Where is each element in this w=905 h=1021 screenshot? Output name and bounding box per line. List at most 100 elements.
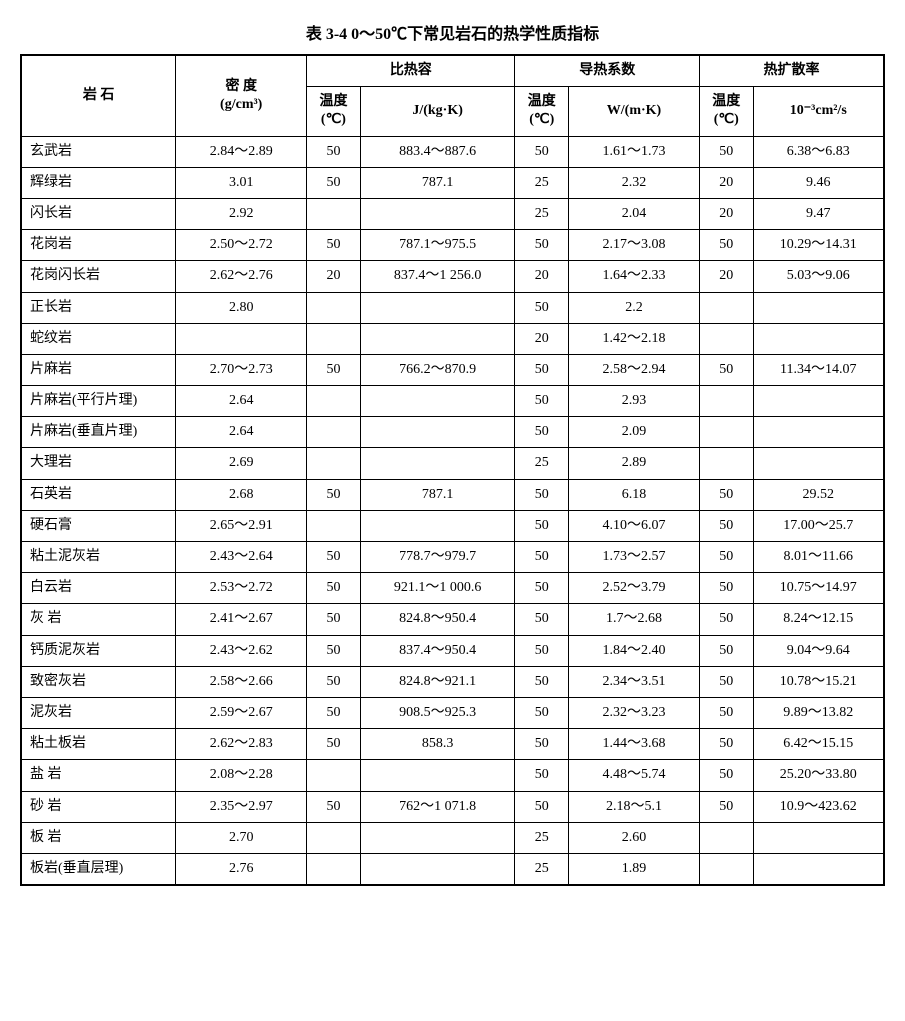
cell-diff-val: 8.24～12.15 [753,604,884,635]
header-heat-unit: J/(kg·K) [360,87,515,136]
cell-heat-temp [307,853,361,885]
cell-cond-temp: 50 [515,230,569,261]
cell-diff-val: 5.03～9.06 [753,261,884,292]
cell-cond-val: 1.73～2.57 [569,542,700,573]
cell-cond-temp: 50 [515,760,569,791]
cell-density: 2.92 [176,198,307,229]
cell-density: 2.08～2.28 [176,760,307,791]
cell-rock: 正长岩 [21,292,176,323]
cell-cond-val: 1.61～1.73 [569,136,700,167]
cell-diff-temp: 50 [699,729,753,760]
temp-unit: (℃) [714,112,739,127]
cell-heat-temp: 20 [307,261,361,292]
cell-diff-val [753,853,884,885]
cell-diff-temp [699,448,753,479]
density-unit: (g/cm³) [220,97,262,112]
cell-diff-val: 10.29～14.31 [753,230,884,261]
table-row: 石英岩2.6850787.1506.185029.52 [21,479,884,510]
cell-diff-temp: 50 [699,697,753,728]
cell-rock: 石英岩 [21,479,176,510]
table-body: 玄武岩2.84～2.8950883.4～887.6501.61～1.73506.… [21,136,884,885]
table-row: 蛇纹岩201.42～2.18 [21,323,884,354]
table-row: 白云岩2.53～2.7250921.1～1 000.6502.52～3.7950… [21,573,884,604]
cell-rock: 白云岩 [21,573,176,604]
cell-cond-val: 2.34～3.51 [569,666,700,697]
cell-heat-val: 787.1～975.5 [360,230,515,261]
cell-cond-val: 2.60 [569,822,700,853]
cell-cond-temp: 25 [515,822,569,853]
cell-cond-temp: 25 [515,167,569,198]
cell-density: 2.35～2.97 [176,791,307,822]
cell-density: 2.50～2.72 [176,230,307,261]
cell-heat-val [360,198,515,229]
cell-cond-val: 2.93 [569,386,700,417]
cell-diff-temp: 50 [699,354,753,385]
header-cond-unit: W/(m·K) [569,87,700,136]
cell-diff-val: 11.34～14.07 [753,354,884,385]
cell-heat-temp [307,822,361,853]
cell-heat-temp [307,417,361,448]
cell-cond-val: 2.04 [569,198,700,229]
cell-diff-val: 8.01～11.66 [753,542,884,573]
cell-rock: 花岗闪长岩 [21,261,176,292]
table-row: 粘土板岩2.62～2.8350858.3501.44～3.68506.42～15… [21,729,884,760]
cell-cond-temp: 25 [515,448,569,479]
cell-cond-temp: 50 [515,479,569,510]
cell-cond-val: 1.84～2.40 [569,635,700,666]
cell-heat-temp [307,292,361,323]
cell-diff-val [753,386,884,417]
cell-cond-temp: 25 [515,198,569,229]
header-heat-temp: 温度 (℃) [307,87,361,136]
cell-cond-temp: 50 [515,292,569,323]
cell-cond-val: 4.10～6.07 [569,510,700,541]
cell-heat-val [360,510,515,541]
cell-diff-val [753,822,884,853]
cell-rock: 砂 岩 [21,791,176,822]
cell-rock: 灰 岩 [21,604,176,635]
table-row: 花岗闪长岩2.62～2.7620837.4～1 256.0201.64～2.33… [21,261,884,292]
cell-density: 2.59～2.67 [176,697,307,728]
cell-cond-val: 2.89 [569,448,700,479]
cell-density: 2.53～2.72 [176,573,307,604]
cell-density [176,323,307,354]
cell-heat-temp: 50 [307,479,361,510]
cell-heat-val [360,292,515,323]
cell-cond-val: 4.48～5.74 [569,760,700,791]
cell-heat-temp: 50 [307,697,361,728]
cell-diff-val [753,448,884,479]
cell-density: 3.01 [176,167,307,198]
cell-rock: 粘土板岩 [21,729,176,760]
cell-cond-temp: 50 [515,510,569,541]
cell-cond-val: 2.32～3.23 [569,697,700,728]
table-row: 片麻岩2.70～2.7350766.2～870.9502.58～2.945011… [21,354,884,385]
cell-heat-val: 858.3 [360,729,515,760]
cell-cond-val: 2.32 [569,167,700,198]
cell-rock: 蛇纹岩 [21,323,176,354]
cell-diff-val: 25.20～33.80 [753,760,884,791]
cell-cond-val: 2.18～5.1 [569,791,700,822]
cell-heat-val: 824.8～950.4 [360,604,515,635]
cell-cond-temp: 50 [515,729,569,760]
cell-diff-val: 9.89～13.82 [753,697,884,728]
cell-rock: 玄武岩 [21,136,176,167]
cell-cond-temp: 50 [515,666,569,697]
cell-diff-val: 10.78～15.21 [753,666,884,697]
table-row: 泥灰岩2.59～2.6750908.5～925.3502.32～3.23509.… [21,697,884,728]
cell-diff-temp: 20 [699,198,753,229]
cell-heat-temp: 50 [307,635,361,666]
cell-cond-val: 2.17～3.08 [569,230,700,261]
cell-heat-temp [307,386,361,417]
cell-heat-val: 837.4～1 256.0 [360,261,515,292]
table-title: 表 3-4 0～50℃下常见岩石的热学性质指标 [20,20,885,44]
cell-density: 2.70～2.73 [176,354,307,385]
cell-diff-val [753,292,884,323]
cell-cond-val: 2.2 [569,292,700,323]
cell-diff-temp: 50 [699,542,753,573]
cell-cond-temp: 50 [515,386,569,417]
table-row: 板岩(垂直层理)2.76251.89 [21,853,884,885]
cell-diff-temp: 50 [699,136,753,167]
cell-heat-val: 883.4～887.6 [360,136,515,167]
cell-cond-val: 2.09 [569,417,700,448]
cell-rock: 板岩(垂直层理) [21,853,176,885]
cell-density: 2.70 [176,822,307,853]
